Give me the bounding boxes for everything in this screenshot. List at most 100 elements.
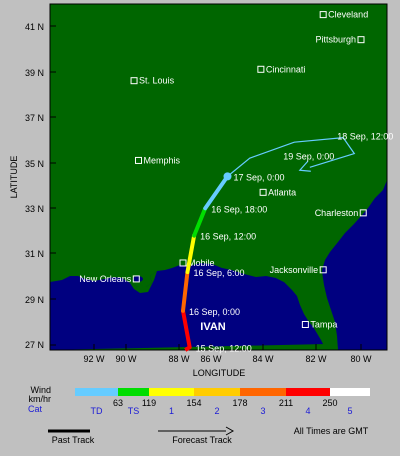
y-tick-label: 33 N — [25, 204, 44, 214]
city-label: Jacksonville — [270, 265, 319, 275]
track-segment — [181, 308, 192, 350]
x-axis-title: LONGITUDE — [193, 368, 246, 378]
legend-cat-title: Cat — [28, 404, 43, 414]
ocean-area — [50, 180, 387, 350]
track-labels: 15 Sep, 12:00 16 Sep, 0:00 16 Sep, 6:00 16 … — [189, 132, 393, 354]
legend-wind-units: km/hr — [29, 394, 52, 404]
forecast-time-label: 19 Sep, 0:00 — [283, 152, 334, 162]
track-time-label: 17 Sep, 0:00 — [234, 172, 285, 182]
city-label: Cincinnati — [266, 64, 306, 74]
y-tick-label: 29 N — [25, 295, 44, 305]
category-label: TS — [128, 406, 140, 416]
x-tick-label: 80 W — [350, 354, 372, 364]
florida-peninsula — [276, 272, 338, 350]
current-position-marker — [223, 172, 232, 181]
x-tick-labels: 92 W 90 W 88 W 86 W 84 W 82 W 80 W — [83, 354, 372, 364]
wind-color-bar — [75, 388, 370, 396]
y-tick-label: 35 N — [25, 159, 44, 169]
track-time-label: 16 Sep, 0:00 — [189, 307, 240, 317]
axis-ticks — [50, 25, 362, 350]
wind-color-swatch — [194, 388, 240, 396]
wind-color-swatch — [149, 388, 194, 396]
track-time-label: 16 Sep, 18:00 — [211, 204, 267, 214]
track-time-label: 16 Sep, 12:00 — [200, 232, 256, 242]
legend-time-note: All Times are GMT — [294, 426, 369, 436]
wind-color-swatch — [330, 388, 370, 396]
legend-forecast-track: Forecast Track — [172, 435, 232, 445]
y-tick-label: 39 N — [25, 68, 44, 78]
wind-value-label: 154 — [186, 398, 201, 408]
lake-pontchartrain — [133, 276, 143, 282]
city-marker — [359, 209, 367, 217]
city-markers: Cleveland Pittsburgh St. Louis Cincinnati Me… — [79, 10, 368, 330]
category-label: TD — [91, 406, 103, 416]
x-tick-label: 86 W — [200, 354, 222, 364]
forecast-arrow-icon — [225, 426, 235, 436]
forecast-line — [227, 137, 356, 177]
y-tick-label: 27 N — [25, 340, 44, 350]
forecast-track — [227, 137, 356, 177]
past-track — [181, 172, 232, 352]
storm-name: IVAN — [200, 321, 226, 333]
x-tick-label: 84 W — [252, 354, 274, 364]
city-label: Memphis — [144, 155, 181, 165]
legend-categories: TD TS 1 2 3 4 5 — [91, 406, 353, 416]
city-label: New Orleans — [79, 274, 132, 284]
city-marker — [132, 275, 140, 283]
legend-wind-values: 63 119 154 178 211 250 — [113, 398, 338, 408]
city-label: Atlanta — [268, 187, 296, 197]
x-tick-label: 82 W — [305, 354, 327, 364]
wind-value-label: 119 — [142, 398, 156, 408]
wind-value-label: 211 — [279, 398, 293, 408]
x-tick-label: 92 W — [83, 354, 105, 364]
wind-color-swatch — [240, 388, 286, 396]
y-tick-labels: 41 N 39 N 37 N 35 N 33 N 31 N 29 N 27 N — [25, 22, 44, 350]
category-label: 5 — [347, 406, 352, 416]
city-marker — [179, 259, 187, 267]
wind-value-label: 250 — [322, 398, 337, 408]
wind-value-label: 178 — [232, 398, 247, 408]
forecast-arrow-icon — [298, 160, 311, 172]
city-marker — [301, 320, 309, 328]
category-label: 2 — [214, 406, 219, 416]
city-label: Pittsburgh — [315, 35, 356, 45]
category-label: 4 — [305, 406, 310, 416]
track-segment — [192, 206, 208, 238]
city-marker — [319, 11, 327, 19]
city-marker — [319, 266, 327, 274]
y-tick-label: 41 N — [25, 22, 44, 32]
legend-past-track: Past Track — [52, 435, 95, 445]
city-marker — [130, 77, 138, 85]
y-tick-label: 31 N — [25, 249, 44, 259]
track-time-label: 15 Sep, 12:00 — [196, 343, 252, 353]
track-segment — [185, 233, 197, 275]
legend-wind-title: Wind — [30, 385, 51, 395]
track-time-label: 16 Sep, 6:00 — [193, 268, 244, 278]
city-marker — [259, 188, 267, 196]
city-marker — [257, 65, 265, 73]
city-marker — [135, 156, 142, 164]
city-label: Cleveland — [328, 10, 368, 20]
track-segment — [203, 174, 230, 211]
city-label: Charleston — [315, 208, 359, 218]
wind-color-swatch — [75, 388, 118, 396]
wind-color-swatch — [286, 388, 330, 396]
x-tick-label: 88 W — [168, 354, 190, 364]
y-tick-label: 37 N — [25, 113, 44, 123]
city-label: Tampa — [310, 319, 337, 329]
category-label: 1 — [169, 406, 174, 416]
track-segment — [181, 270, 190, 313]
mississippi-delta — [130, 271, 157, 293]
wind-color-swatch — [118, 388, 149, 396]
city-label: St. Louis — [139, 76, 175, 86]
forecast-time-label: 18 Sep, 12:00 — [337, 132, 393, 142]
category-label: 3 — [260, 406, 265, 416]
y-axis-title: LATITUDE — [9, 156, 19, 199]
city-label: Mobile — [188, 258, 215, 268]
wind-value-label: 63 — [113, 398, 123, 408]
x-tick-label: 90 W — [115, 354, 137, 364]
legend: Wind km/hr Cat 63 119 154 178 211 250 TD TS 1 2 3… — [28, 385, 370, 445]
plot-frame — [49, 3, 388, 351]
